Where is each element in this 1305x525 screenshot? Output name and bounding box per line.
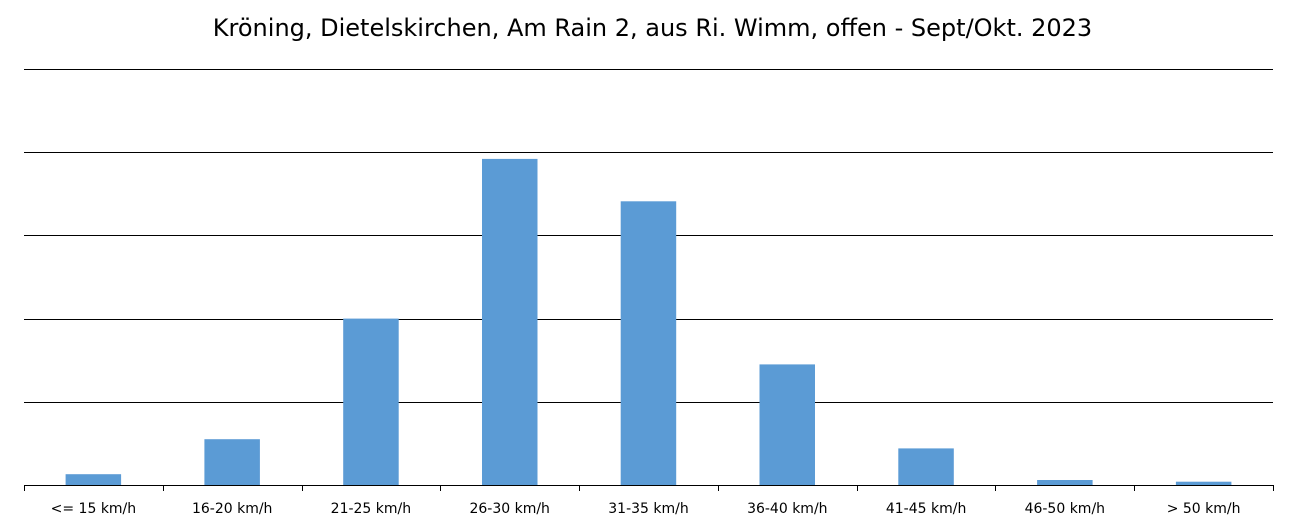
bars xyxy=(65,158,1232,486)
bar xyxy=(204,439,260,485)
x-tick-label: 16-20 km/h xyxy=(192,501,272,517)
x-tick-label: 41-45 km/h xyxy=(886,501,966,517)
bar xyxy=(898,448,954,485)
x-tick-label: 46-50 km/h xyxy=(1025,501,1105,517)
bar xyxy=(759,364,815,485)
x-tick-label: > 50 km/h xyxy=(1167,501,1241,517)
chart-title: Kröning, Dietelskirchen, Am Rain 2, aus … xyxy=(212,14,1093,42)
x-tick-label: <= 15 km/h xyxy=(51,501,137,517)
x-tick-label: 26-30 km/h xyxy=(469,501,549,517)
x-axis: <= 15 km/h 16-20 km/h 21-25 km/h 26-30 km/h… xyxy=(24,485,1274,517)
bar xyxy=(343,318,399,485)
x-tick-label: 36-40 km/h xyxy=(747,501,827,517)
x-tick-label: 31-35 km/h xyxy=(608,501,688,517)
bar xyxy=(482,158,538,485)
bar xyxy=(620,201,677,486)
bar xyxy=(1175,481,1232,485)
bar xyxy=(1037,480,1093,485)
bar xyxy=(65,474,122,485)
x-tick-label: 21-25 km/h xyxy=(331,501,411,517)
